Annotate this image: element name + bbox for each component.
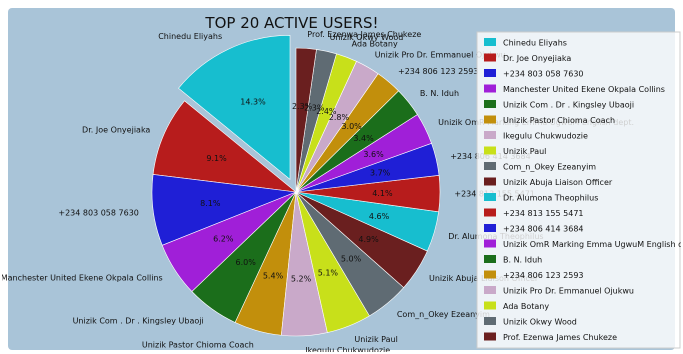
- percent-label: 6.0%: [235, 258, 256, 267]
- pie-slice-dr-joe-onyejiaka: [152, 100, 297, 193]
- legend-entry-label: Unizik Okwy Wood: [503, 318, 577, 327]
- pie-slices: [151, 35, 441, 337]
- legend-swatch: [484, 100, 496, 108]
- legend-swatch: [484, 224, 496, 232]
- legend-swatch: [484, 115, 496, 124]
- legend-swatch: [484, 162, 496, 170]
- percent-labels: 14.3% 9.1% 8.1% 6.2% 6.0% 5.4% 5.2% 5.1%5.0% 4.9…: [200, 97, 393, 283]
- category-label: B. N. Iduh: [420, 89, 459, 98]
- legend-entry-label: +234 806 123 2593: [503, 271, 584, 280]
- legend-swatch: [484, 255, 496, 263]
- percent-label: 8.1%: [200, 199, 221, 208]
- percent-label: 3.6%: [363, 150, 384, 159]
- percent-label: 2.8%: [329, 113, 350, 122]
- legend-swatch: [484, 332, 496, 341]
- category-label: Ada Botany: [352, 40, 398, 49]
- legend-swatch: [484, 270, 496, 279]
- legend-entry-label: +234 806 414 3684: [503, 225, 584, 234]
- legend-entry-label: Unizik Pastor Chioma Coach: [503, 116, 615, 125]
- category-label: Unizik Pastor Chioma Coach: [142, 341, 254, 350]
- legend-swatch: [484, 301, 496, 310]
- legend-swatch: [484, 286, 496, 294]
- legend-entry-label: +234 813 155 5471: [503, 209, 584, 218]
- percent-label: 5.2%: [291, 274, 312, 283]
- percent-label: 9.1%: [206, 154, 227, 163]
- legend: Chinedu Eliyahs Dr. Joe Onyejiaka +234 803…: [476, 31, 681, 349]
- category-label: Manchester United Ekene Okpala Collins: [2, 274, 163, 283]
- legend-entry-label: Manchester United Ekene Okpala Collins: [503, 85, 665, 94]
- legend-swatch: [484, 239, 496, 248]
- legend-entry-label: Com_n_Okey Ezeanyim: [503, 163, 596, 172]
- percent-label: 2.4%: [316, 107, 337, 116]
- legend-entry-label: B. N. Iduh: [503, 256, 542, 265]
- legend-swatch: [484, 208, 496, 217]
- percent-label: 5.1%: [318, 268, 339, 277]
- category-label: +234 806 123 2593: [398, 67, 479, 76]
- category-label: Prof. Ezenwa James Chukeze: [307, 30, 421, 39]
- pie-slice-prof-ezenwa-james-chukeze: [295, 47, 317, 193]
- legend-box: [476, 31, 681, 349]
- legend-entry-label: Unizik Com . Dr . Kingsley Ubaoji: [503, 101, 634, 110]
- category-label: Unizik Paul: [354, 335, 397, 344]
- pie-slice-chinedu-eliyahs: [178, 35, 291, 180]
- percent-label: 14.3%: [240, 97, 266, 106]
- category-label: Chinedu Eliyahs: [158, 32, 222, 41]
- legend-swatch: [484, 177, 496, 186]
- legend-entry-label: Unizik Pro Dr. Emmanuel Ojukwu: [503, 287, 634, 296]
- percent-label: 3.7%: [370, 168, 391, 177]
- percent-label: 2.3%: [304, 104, 325, 113]
- legend-entry-label: Unizik Abuja Liaison Officer: [503, 178, 613, 187]
- legend-entry-label: Ikegulu Chukwudozie: [503, 132, 588, 141]
- legend-entry-label: Unizik Paul: [503, 147, 546, 156]
- category-label: +234 803 058 7630: [58, 208, 139, 217]
- legend-entry-label: Unizik OmR Marking Emma UgwuM English de…: [503, 240, 681, 249]
- percent-label: 5.4%: [263, 271, 284, 280]
- category-label: Dr. Joe Onyejiaka: [82, 126, 150, 135]
- chart-title: TOP 20 ACTIVE USERS!: [204, 14, 378, 32]
- legend-swatch: [484, 38, 496, 46]
- legend-swatch: [484, 84, 496, 93]
- legend-swatch: [484, 317, 496, 325]
- legend-swatch: [484, 69, 496, 77]
- percent-label: 3.0%: [341, 122, 362, 131]
- category-label: Unizik Pro Dr. Emmanuel Ojukwu: [375, 51, 506, 60]
- category-label: Unizik Okwy Wood: [330, 33, 404, 42]
- legend-swatch: [484, 146, 496, 155]
- percent-label: 4.9%: [358, 235, 379, 244]
- percent-label: 4.1%: [372, 189, 393, 198]
- legend-entry-label: +234 803 058 7630: [503, 70, 584, 79]
- category-label: Com_n_Okey Ezeanyim: [397, 310, 490, 319]
- legend-entry-label: Prof. Ezenwa James Chukeze: [503, 333, 617, 342]
- legend-swatch: [484, 53, 496, 62]
- percent-label: 6.2%: [213, 235, 234, 244]
- legend-entry-label: Dr. Alumona Theophilus: [503, 194, 598, 203]
- category-label: Unizik Com . Dr . Kingsley Ubaoji: [73, 317, 204, 326]
- legend-entry-label: Chinedu Eliyahs: [503, 39, 567, 48]
- percent-label: 3.4%: [353, 134, 374, 143]
- category-label: Ikegulu Chukwudozie: [305, 346, 390, 352]
- legend-entry-label: Dr. Joe Onyejiaka: [503, 54, 571, 63]
- percent-label: 5.0%: [341, 255, 362, 264]
- percent-label: 2.3%: [292, 102, 313, 111]
- legend-swatch: [484, 193, 496, 201]
- percent-label: 4.6%: [369, 212, 390, 221]
- legend-entry-label: Ada Botany: [503, 302, 549, 311]
- legend-swatch: [484, 131, 496, 139]
